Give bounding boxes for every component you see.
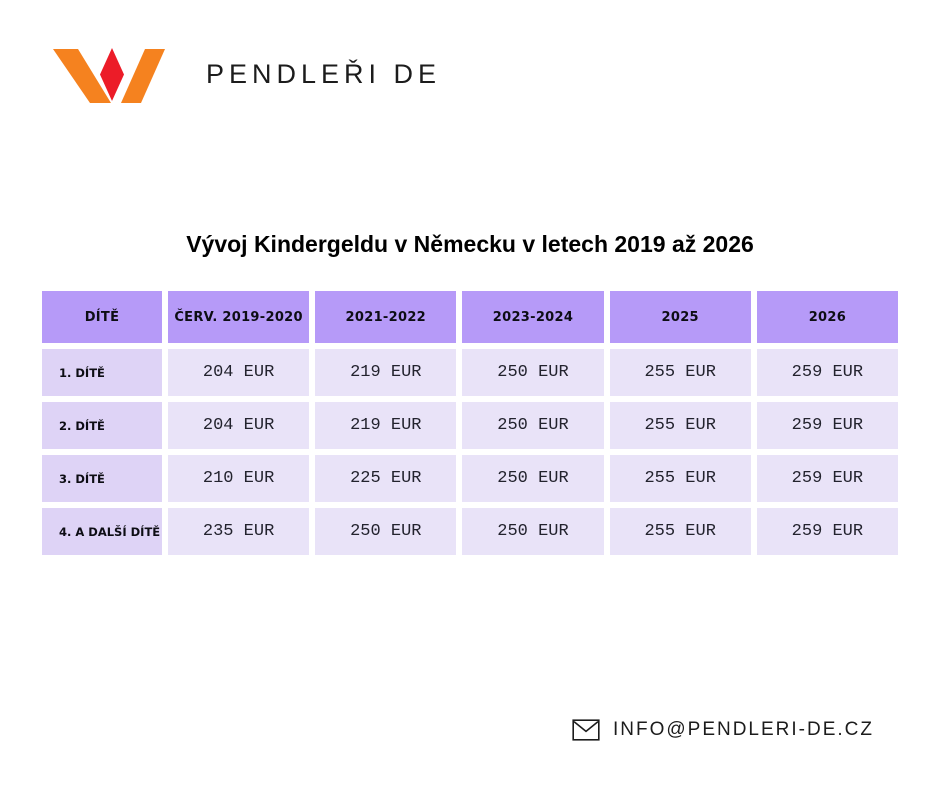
brand-w-logo-icon xyxy=(53,48,165,103)
table-cell: 259 EUR xyxy=(756,349,898,396)
table-cell: 259 EUR xyxy=(756,508,898,555)
column-header-2023-2024: 2023-2024 xyxy=(462,291,604,343)
row-label-child-3: 3. DÍTĚ xyxy=(42,455,162,502)
table-cell: 250 EUR xyxy=(315,508,457,555)
column-header-2021-2022: 2021-2022 xyxy=(315,291,457,343)
table-cell: 255 EUR xyxy=(609,349,751,396)
table-cell: 225 EUR xyxy=(315,455,457,502)
table-cell: 250 EUR xyxy=(462,455,604,502)
column-header-2019-2020: ČERV. 2019-2020 xyxy=(168,291,310,343)
table-cell: 204 EUR xyxy=(168,349,310,396)
table-cell: 250 EUR xyxy=(462,349,604,396)
table-cell: 235 EUR xyxy=(168,508,310,555)
column-header-child: DÍTĚ xyxy=(42,291,162,343)
table-cell: 219 EUR xyxy=(315,349,457,396)
row-label-child-1: 1. DÍTĚ xyxy=(42,349,162,396)
table-cell: 250 EUR xyxy=(462,508,604,555)
table-cell: 255 EUR xyxy=(609,455,751,502)
table-cell: 219 EUR xyxy=(315,402,457,449)
row-label-child-4-and-more: 4. A DALŠÍ DÍTĚ xyxy=(42,508,162,555)
column-header-2026: 2026 xyxy=(756,291,898,343)
table-cell: 259 EUR xyxy=(756,455,898,502)
table-cell: 255 EUR xyxy=(609,508,751,555)
contact-email: INFO@PENDLERI-DE.CZ xyxy=(612,719,874,740)
table-cell: 204 EUR xyxy=(168,402,310,449)
table-cell: 250 EUR xyxy=(462,402,604,449)
column-header-2025: 2025 xyxy=(609,291,751,343)
table-cell: 259 EUR xyxy=(756,402,898,449)
page-title: Vývoj Kindergeldu v Německu v letech 201… xyxy=(186,231,754,257)
footer-contact: INFO@PENDLERI-DE.CZ xyxy=(572,719,874,741)
table-cell: 255 EUR xyxy=(609,402,751,449)
table-cell: 210 EUR xyxy=(168,455,310,502)
brand-name: PENDLEŘI DE xyxy=(206,59,442,89)
brand-header: PENDLEŘI DE xyxy=(48,42,441,107)
envelope-icon xyxy=(572,719,600,741)
kindergeld-table: DÍTĚ ČERV. 2019-2020 2021-2022 2023-2024… xyxy=(42,291,898,555)
row-label-child-2: 2. DÍTĚ xyxy=(42,402,162,449)
